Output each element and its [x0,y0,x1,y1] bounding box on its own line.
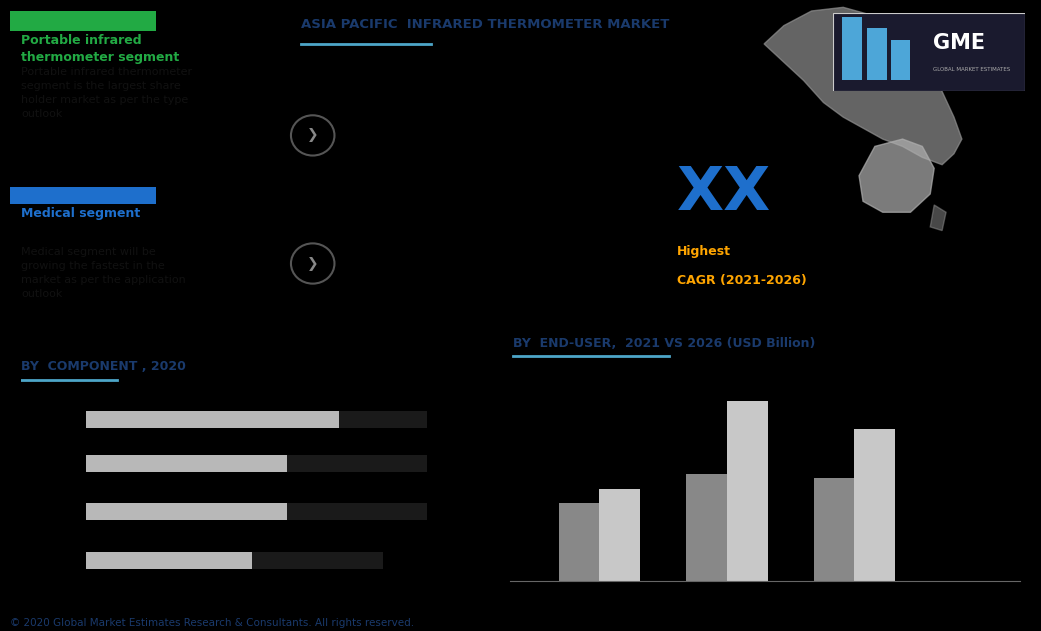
Polygon shape [931,205,946,230]
Bar [86,411,339,428]
Text: GLOBAL MARKET ESTIMATES: GLOBAL MARKET ESTIMATES [933,67,1010,72]
Bar [10,187,156,204]
Bar [252,552,383,569]
Text: BY  END-USER,  2021 VS 2026 (USD Billion): BY END-USER, 2021 VS 2026 (USD Billion) [512,336,815,350]
Text: ❯: ❯ [307,129,319,143]
Text: BY  COMPONENT , 2020: BY COMPONENT , 2020 [21,360,185,374]
Bar [600,488,640,581]
Bar [86,455,287,472]
Bar [891,40,910,80]
Bar [855,429,895,581]
Bar [339,411,427,428]
Text: CAGR (2021-2026): CAGR (2021-2026) [677,274,807,288]
Bar [842,16,862,80]
Bar [86,552,252,569]
Text: ❯: ❯ [307,257,319,271]
Bar [287,455,427,472]
Text: Medical segment will be
growing the fastest in the
market as per the application: Medical segment will be growing the fast… [21,247,185,298]
Bar [10,11,156,31]
Text: Portable infrared
thermometer segment: Portable infrared thermometer segment [21,34,179,64]
Bar [867,28,887,80]
Bar [86,504,287,521]
Polygon shape [859,139,934,212]
Text: XX: XX [677,165,771,223]
Text: GME: GME [933,33,985,52]
Text: ASIA PACIFIC  INFRARED THERMOMETER MARKET: ASIA PACIFIC INFRARED THERMOMETER MARKET [301,18,669,32]
Bar [559,503,600,581]
Bar [686,475,727,581]
Text: © 2020 Global Market Estimates Research & Consultants. All rights reserved.: © 2020 Global Market Estimates Research … [10,618,414,628]
Bar [287,504,427,521]
Text: Highest: Highest [677,245,731,258]
Polygon shape [764,8,962,165]
Text: Medical segment: Medical segment [21,208,141,220]
Bar [814,478,855,581]
Text: Portable infrared thermometer
segment is the largest share
holder market as per : Portable infrared thermometer segment is… [21,68,193,119]
Bar [727,401,767,581]
